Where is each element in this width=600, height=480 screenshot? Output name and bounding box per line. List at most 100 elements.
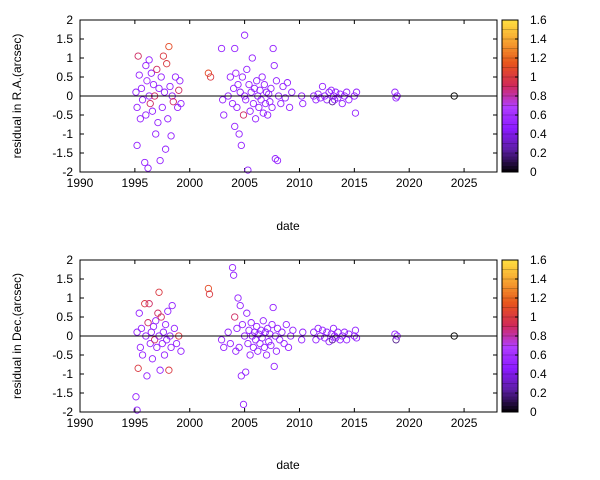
data-point bbox=[269, 44, 277, 53]
x-tick-label: 2010 bbox=[286, 416, 313, 430]
colorbar-segment bbox=[502, 20, 518, 24]
data-point bbox=[172, 339, 181, 348]
data-point bbox=[239, 400, 248, 409]
data-point bbox=[146, 99, 154, 108]
y-tick-label: 1.5 bbox=[56, 272, 73, 286]
colorbar-segment bbox=[502, 361, 518, 365]
data-point bbox=[135, 309, 143, 317]
colorbar-segment bbox=[502, 342, 518, 346]
data-point bbox=[134, 364, 142, 372]
colorbar-segment bbox=[502, 124, 518, 129]
data-point bbox=[262, 88, 271, 96]
data-point bbox=[167, 343, 175, 352]
colorbar-segment bbox=[502, 313, 518, 318]
colorbar-segment bbox=[502, 39, 518, 43]
data-point bbox=[206, 73, 215, 81]
data-point bbox=[135, 71, 143, 79]
colorbar-segment bbox=[502, 383, 518, 388]
data-point bbox=[314, 324, 322, 333]
colorbar-segment bbox=[502, 294, 518, 299]
data-point bbox=[171, 73, 180, 81]
data-point bbox=[249, 343, 258, 352]
colorbar-segment bbox=[502, 149, 518, 154]
colorbar-segment bbox=[502, 329, 518, 334]
data-point bbox=[205, 290, 214, 298]
colorbar-tick-label: 1.2 bbox=[530, 291, 547, 305]
data-point bbox=[234, 294, 242, 302]
data-point bbox=[281, 94, 289, 102]
data-point bbox=[299, 328, 307, 336]
data-point bbox=[257, 96, 265, 104]
data-point bbox=[277, 99, 285, 108]
data-point bbox=[224, 328, 232, 336]
data-point bbox=[260, 343, 269, 352]
data-point bbox=[260, 80, 269, 89]
x-tick-label: 1995 bbox=[122, 176, 149, 190]
data-point bbox=[310, 328, 318, 336]
colorbar-segment bbox=[502, 291, 518, 296]
y-axis-label-ra: residual in R.A.(arcsec) bbox=[10, 34, 24, 159]
x-tick-label: 2000 bbox=[176, 176, 203, 190]
colorbar-segment bbox=[502, 153, 518, 157]
data-point bbox=[217, 336, 226, 344]
colorbar-segment bbox=[502, 399, 518, 403]
colorbar-segment bbox=[502, 269, 518, 274]
y-tick-label: -2 bbox=[62, 165, 73, 179]
colorbar-segment bbox=[502, 159, 518, 163]
y-tick-label: -0.5 bbox=[52, 348, 73, 362]
data-point bbox=[273, 324, 282, 333]
colorbar-segment bbox=[502, 108, 518, 113]
data-point bbox=[226, 339, 234, 348]
colorbar-segment bbox=[502, 345, 518, 350]
data-point bbox=[175, 86, 183, 94]
data-point bbox=[328, 98, 337, 106]
data-point bbox=[177, 99, 185, 108]
data-point bbox=[133, 103, 141, 112]
chart-panel-ra: residual in R.A.(arcsec) date 1990 1995 20… bbox=[10, 13, 547, 233]
colorbar-tick-label: 0.4 bbox=[530, 367, 547, 381]
colorbar-segment bbox=[502, 310, 518, 315]
colorbar-segment bbox=[502, 165, 518, 170]
colorbar-segment bbox=[502, 92, 518, 97]
data-point bbox=[268, 103, 276, 112]
colorbar-segment bbox=[502, 32, 518, 37]
data-point bbox=[242, 96, 250, 104]
x-axis-label-ra: date bbox=[276, 219, 300, 233]
colorbar-segment bbox=[502, 64, 518, 68]
colorbar-tick-label: 0.4 bbox=[530, 127, 547, 141]
colorbar-segment bbox=[502, 26, 518, 30]
data-point bbox=[156, 366, 164, 374]
data-point bbox=[166, 82, 174, 91]
colorbar-segment bbox=[502, 317, 518, 321]
data-point bbox=[261, 99, 270, 108]
data-point bbox=[220, 343, 228, 352]
data-point bbox=[152, 317, 160, 325]
data-point bbox=[298, 336, 306, 344]
colorbar-tick-label: 1.4 bbox=[530, 32, 547, 46]
data-point bbox=[168, 301, 176, 310]
data-point bbox=[147, 69, 155, 77]
data-point bbox=[157, 73, 165, 81]
data-point bbox=[259, 317, 267, 325]
colorbar-segment bbox=[502, 272, 518, 277]
data-point bbox=[165, 42, 173, 51]
data-point bbox=[279, 82, 287, 91]
colorbar-segment bbox=[502, 377, 518, 381]
data-point bbox=[249, 99, 258, 108]
colorbar-segment bbox=[502, 83, 518, 87]
data-point bbox=[160, 351, 169, 359]
y-tick-label: -0.5 bbox=[52, 108, 73, 122]
data-point bbox=[136, 343, 145, 352]
y-tick-label: 0 bbox=[66, 89, 73, 103]
y-tick-label: -2 bbox=[62, 405, 73, 419]
data-point bbox=[160, 88, 169, 96]
data-point bbox=[267, 84, 275, 93]
data-point bbox=[273, 156, 282, 165]
colorbar-segment bbox=[502, 162, 518, 167]
y-tick-label: 1 bbox=[66, 51, 73, 65]
data-point bbox=[153, 65, 161, 74]
plot-frame-ra bbox=[79, 19, 498, 173]
colorbar-segment bbox=[502, 42, 518, 46]
data-point bbox=[334, 94, 342, 102]
data-point bbox=[141, 158, 149, 167]
